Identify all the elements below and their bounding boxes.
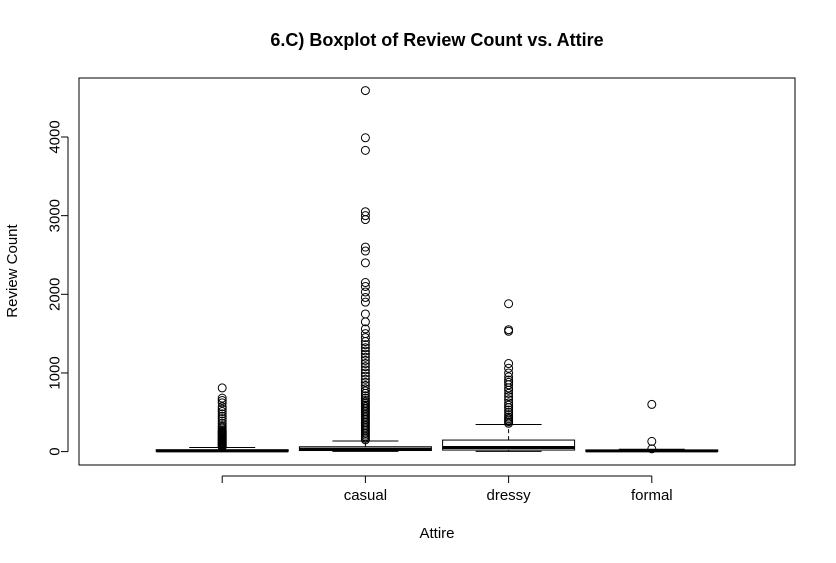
y-tick-label: 2000 bbox=[46, 278, 63, 311]
outlier-point bbox=[647, 444, 657, 454]
outlier-point bbox=[360, 258, 370, 268]
y-tick-label: 3000 bbox=[46, 199, 63, 232]
outlier-point bbox=[360, 391, 370, 401]
outlier-point bbox=[504, 412, 514, 422]
y-tick-label: 4000 bbox=[46, 120, 63, 153]
outlier-point bbox=[360, 133, 370, 143]
outlier-point bbox=[360, 292, 370, 302]
box-group bbox=[585, 399, 719, 454]
outlier-point bbox=[360, 393, 370, 403]
box-iqr bbox=[442, 439, 576, 451]
outlier-point bbox=[504, 325, 514, 335]
box-group bbox=[298, 86, 432, 452]
outlier-point bbox=[217, 409, 227, 419]
outlier-point bbox=[504, 363, 514, 373]
outlier-point bbox=[217, 421, 227, 431]
outlier-point bbox=[360, 362, 370, 372]
outlier-point bbox=[360, 349, 370, 359]
outlier-point bbox=[360, 211, 370, 221]
outlier-point bbox=[360, 242, 370, 252]
outlier-point bbox=[360, 86, 370, 96]
outlier-point bbox=[504, 368, 514, 378]
outlier-point bbox=[217, 407, 227, 417]
outlier-point bbox=[360, 281, 370, 291]
box-group bbox=[442, 299, 576, 452]
outlier-point bbox=[360, 386, 370, 396]
outlier-point bbox=[360, 246, 370, 256]
outlier-point bbox=[360, 343, 370, 353]
outlier-point bbox=[360, 371, 370, 381]
outlier-point bbox=[360, 309, 370, 319]
outlier-point bbox=[504, 400, 514, 410]
outlier-point bbox=[360, 374, 370, 384]
outlier-point bbox=[360, 207, 370, 217]
outlier-point bbox=[360, 377, 370, 387]
y-tick-label: 0 bbox=[46, 447, 63, 455]
y-tick-label: 1000 bbox=[46, 356, 63, 389]
x-axis: casual dressy formal bbox=[221, 475, 673, 504]
x-tick-label: formal bbox=[631, 487, 673, 504]
outlier-point bbox=[360, 346, 370, 356]
outlier-point bbox=[217, 383, 227, 393]
outlier-point bbox=[360, 287, 370, 297]
outlier-point bbox=[360, 278, 370, 288]
outlier-point bbox=[504, 395, 514, 405]
outlier-point bbox=[217, 398, 227, 408]
outlier-point bbox=[504, 410, 514, 420]
outlier-point bbox=[360, 368, 370, 378]
outlier-point bbox=[504, 407, 514, 417]
outlier-point bbox=[360, 340, 370, 350]
outlier-point bbox=[360, 359, 370, 369]
x-tick-label: casual bbox=[344, 487, 387, 504]
outlier-point bbox=[360, 145, 370, 155]
x-tick-label: dressy bbox=[487, 487, 532, 504]
y-axis: 0 1000 2000 3000 4000 bbox=[46, 120, 69, 456]
outlier-point bbox=[647, 436, 657, 446]
plot-frame bbox=[78, 77, 796, 466]
boxes bbox=[155, 86, 719, 454]
outlier-point bbox=[360, 333, 370, 343]
outlier-point bbox=[504, 388, 514, 398]
outlier-point bbox=[504, 299, 514, 309]
outlier-point bbox=[360, 352, 370, 362]
outlier-point bbox=[504, 405, 514, 415]
y-axis-label: Review Count bbox=[4, 223, 21, 317]
outlier-point bbox=[504, 372, 514, 382]
outlier-point bbox=[360, 396, 370, 405]
outlier-point bbox=[217, 396, 227, 405]
box-group bbox=[155, 383, 289, 453]
x-axis-label: Attire bbox=[419, 525, 454, 542]
outlier-point bbox=[217, 402, 227, 412]
outlier-point bbox=[360, 365, 370, 375]
outlier-point bbox=[504, 398, 514, 408]
outlier-point bbox=[504, 359, 514, 369]
outlier-point bbox=[504, 377, 514, 387]
outlier-point bbox=[360, 355, 370, 365]
outlier-point bbox=[360, 384, 370, 394]
outlier-point bbox=[504, 375, 514, 385]
outlier-point bbox=[217, 414, 227, 424]
outlier-point bbox=[360, 297, 370, 307]
outlier-point bbox=[360, 324, 370, 334]
outlier-point bbox=[217, 418, 227, 428]
outlier-point bbox=[217, 404, 227, 414]
outlier-point bbox=[217, 393, 227, 403]
outlier-point bbox=[360, 381, 370, 391]
outlier-point bbox=[217, 411, 227, 421]
outlier-point bbox=[217, 416, 227, 426]
outlier-point bbox=[360, 329, 370, 339]
outlier-point bbox=[647, 399, 657, 409]
outlier-point bbox=[504, 392, 514, 402]
chart-title: 6.C) Boxplot of Review Count vs. Attire bbox=[270, 30, 603, 50]
